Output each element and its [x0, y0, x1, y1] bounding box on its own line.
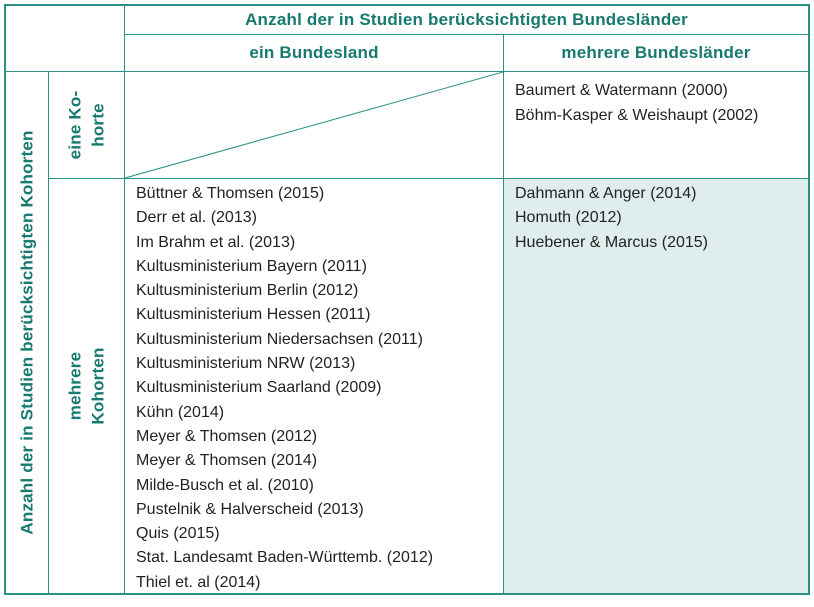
- studies-matrix-table: Anzahl der in Studien berücksichtigten B…: [4, 4, 810, 595]
- column-header-multi-state: mehrere Bundesländer: [504, 35, 808, 72]
- study-entry: Kultusministerium Bayern (2011): [136, 257, 367, 275]
- column-header-one-state: ein Bundesland: [125, 35, 504, 72]
- study-entry: Kultusministerium Saarland (2009): [136, 379, 382, 397]
- study-entry: Homuth (2012): [515, 209, 622, 227]
- row-header-one-cohort-label: eine Ko- horte: [65, 90, 108, 160]
- study-entry: Böhm-Kasper & Weishaupt (2002): [515, 107, 759, 124]
- study-entry: Büttner & Thomsen (2015): [136, 185, 325, 202]
- row-header-one-cohort: eine Ko- horte: [49, 72, 125, 179]
- study-entry: Baumert & Watermann (2000): [515, 82, 728, 99]
- row-header-multi-cohort: mehrere Kohorten: [49, 179, 125, 593]
- column-group-title: Anzahl der in Studien berücksichtigten B…: [125, 6, 808, 35]
- cell-multi-cohort-multi-state: Dahmann & Anger (2014) Homuth (2012) Huebe…: [504, 179, 808, 593]
- study-entry: Milde-Busch et al. (2010): [136, 476, 314, 494]
- study-entry: Im Brahm et al. (2013): [136, 233, 296, 251]
- row-group-title-cell: Anzahl der in Studien berücksichtigten K…: [6, 72, 49, 593]
- study-entry: Derr et al. (2013): [136, 209, 257, 227]
- study-entry: Kultusministerium Hessen (2011): [136, 306, 371, 324]
- study-entry: Kultusministerium Berlin (2012): [136, 282, 359, 300]
- study-entry: Meyer & Thomsen (2012): [136, 427, 318, 445]
- study-entry: Kultusministerium Niedersachsen (2011): [136, 330, 423, 348]
- cell-one-cohort-one-state: [125, 72, 504, 179]
- row-group-title: Anzahl der in Studien berücksichtigten K…: [17, 130, 37, 535]
- corner-empty-cell: [6, 6, 125, 72]
- diagonal-strike-line: [125, 72, 503, 178]
- study-entry: Kühn (2014): [136, 403, 225, 421]
- cell-multi-cohort-one-state: Büttner & Thomsen (2015) Derr et al. (201…: [125, 179, 504, 593]
- study-entry: Huebener & Marcus (2015): [515, 233, 708, 251]
- cell-one-cohort-multi-state: Baumert & Watermann (2000) Böhm-Kasper & …: [504, 72, 808, 179]
- study-entry: Thiel et. al (2014): [136, 573, 261, 591]
- study-entry: Pustelnik & Halverscheid (2013): [136, 500, 364, 518]
- study-entry: Stat. Landesamt Baden-Württemb. (2012): [136, 549, 434, 567]
- row-header-multi-cohort-label: mehrere Kohorten: [65, 347, 108, 425]
- study-entry: Dahmann & Anger (2014): [515, 185, 697, 202]
- study-entry: Kultusministerium NRW (2013): [136, 355, 356, 373]
- study-entry: Meyer & Thomsen (2014): [136, 452, 318, 470]
- study-entry: Quis (2015): [136, 525, 220, 543]
